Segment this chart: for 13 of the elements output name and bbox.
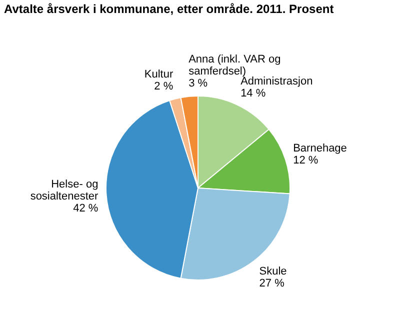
slice-label: Skule <box>259 265 287 278</box>
data-label: 42 % <box>73 202 98 214</box>
slice-label: Barnehage <box>293 142 347 154</box>
data-label: 2 % <box>154 80 174 93</box>
slice-label: Administrasjon <box>240 76 313 88</box>
data-label: 3 % <box>188 78 208 90</box>
data-label: 27 % <box>259 277 285 290</box>
slice-label: Kultur <box>144 68 174 81</box>
data-label: 14 % <box>240 88 266 100</box>
data-label: 12 % <box>293 154 318 166</box>
chart-title: Avtalte årsverk i kommunane, etter område. 2011. Prosent <box>4 2 334 16</box>
slice-label: Helse- og sosialtenester <box>30 178 99 202</box>
slice-label: Anna (inkl. VAR og samferdsel) <box>188 54 281 78</box>
